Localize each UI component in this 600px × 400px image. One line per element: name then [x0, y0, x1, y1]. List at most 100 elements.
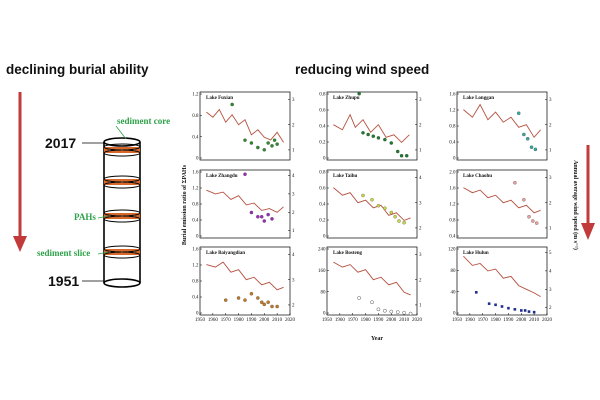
data-point [487, 302, 491, 305]
panel-frame [456, 91, 548, 161]
down-arrow-right-icon [581, 145, 595, 240]
data-point [474, 291, 478, 294]
y-left-tick-label: 1.2 [192, 187, 199, 192]
y-left-tick-label: 0.2 [319, 141, 326, 146]
data-point [516, 111, 521, 115]
x-tick-label: 1980 [234, 318, 245, 323]
y-right-tick-label: 4 [549, 269, 552, 274]
data-point [357, 91, 361, 96]
data-point [389, 141, 394, 145]
data-point [256, 215, 260, 219]
y-left-tick-label: 0 [196, 312, 199, 317]
data-point [249, 292, 254, 296]
chart-title-lake-bosteng: Lake Bosteng [333, 251, 363, 256]
y-left-tick-label: 0.4 [449, 141, 456, 146]
y-right-axis-title: Annual average wind speed (m s⁻¹) [572, 160, 579, 250]
y-left-tick-label: 0.8 [192, 203, 199, 208]
chart-title-lake-baiyangdian: Lake Baiyangdian [206, 251, 245, 256]
y-right-tick-label: 4 [292, 253, 295, 258]
wind-speed-line [463, 187, 541, 214]
data-point [519, 309, 523, 312]
x-tick-label: 1970 [478, 318, 489, 323]
y-right-tick-label: 2 [549, 201, 552, 206]
y-right-tick-label: 5 [549, 251, 552, 256]
x-tick-label: 2000 [516, 318, 527, 323]
data-point [402, 310, 406, 315]
data-point [376, 136, 381, 140]
y-right-tick-label: 2 [292, 211, 295, 216]
data-point [256, 296, 260, 300]
y-left-tick-label: 0 [196, 235, 199, 240]
data-point [383, 137, 387, 142]
data-point [259, 300, 264, 304]
wind-speed-line [333, 113, 410, 144]
y-left-tick-label: 160 [318, 269, 326, 274]
y-left-tick-label: 0 [323, 157, 326, 162]
data-point [230, 102, 234, 107]
y-left-tick-label: 0.4 [192, 135, 199, 140]
x-tick-label: 2020 [285, 318, 296, 323]
core-bands [104, 147, 140, 255]
y-left-tick-label: 0.8 [449, 219, 456, 224]
data-point [513, 308, 517, 311]
x-tick-label: 1990 [503, 318, 514, 323]
data-point [361, 193, 365, 198]
y-left-tick-label: 1.6 [449, 93, 456, 98]
x-tick-label: 2020 [542, 318, 553, 323]
y-left-tick-label: 80 [451, 269, 457, 274]
y-left-tick-label: 0 [453, 157, 456, 162]
y-left-tick-label: 0.4 [449, 235, 456, 240]
data-point [513, 181, 517, 185]
data-point [376, 203, 381, 208]
data-point [357, 296, 361, 300]
chart-panel-lake-bosteng: 240 160 80 0 3 2 1 1950 1960 1970 1980 1990 2000 2010… [318, 246, 423, 323]
panel-frame [199, 91, 291, 161]
data-point [243, 138, 247, 142]
y-right-tick-label: 3 [549, 288, 552, 293]
x-tick-label: 1980 [491, 318, 502, 323]
y-left-tick-label: 80 [321, 290, 327, 295]
data-point [256, 145, 260, 150]
chart-title-lake-fuxian: Lake Fuxian [206, 96, 233, 101]
data-point [534, 221, 539, 225]
data-point [494, 303, 497, 307]
x-tick-label: 1960 [465, 318, 476, 323]
y-left-tick-label: 0.8 [192, 280, 199, 285]
y-right-tick-label: 2 [419, 123, 422, 128]
wind-speed-line [463, 255, 541, 297]
chart-panel-lake-longgan: 1.6 1.2 0.8 0.4 0 3 2 1 Lake Longgan [449, 91, 552, 162]
data-point [236, 296, 241, 300]
year-2017: 2017 [45, 135, 76, 151]
x-tick-label: 1950 [195, 318, 206, 323]
y-left-tick-label: 0.4 [319, 125, 326, 130]
panel-frame [326, 246, 418, 316]
data-point [523, 309, 527, 312]
x-tick-label: 1960 [335, 318, 346, 323]
wind-speed-line [206, 261, 284, 291]
wind-speed-line [206, 189, 284, 213]
x-tick-label: 1950 [452, 318, 463, 323]
data-point [370, 198, 374, 202]
y-left-tick-label: 120 [448, 248, 456, 253]
x-tick-label: 2020 [412, 318, 423, 323]
data-point [262, 148, 267, 152]
data-point [275, 304, 279, 309]
y-left-tick-label: 0.6 [319, 187, 326, 192]
data-point [383, 206, 387, 210]
data-point [527, 310, 531, 313]
y-right-tick-label: 3 [419, 98, 422, 103]
y-left-tick-label: 0.8 [319, 171, 326, 176]
y-right-tick-label: 3 [549, 98, 552, 103]
data-point [389, 309, 394, 314]
y-left-tick-label: 0.8 [449, 125, 456, 130]
chart-title-lake-longgan: Lake Longgan [463, 96, 494, 101]
data-point [366, 132, 370, 137]
y-left-axis-title: Burial emission ratio of ΣPAHs [182, 164, 188, 245]
data-point [266, 300, 270, 304]
chart-title-lake-hulun: Lake Hulun [463, 251, 489, 256]
chart-panel-lake-zhupu: 0.8 0.6 0.4 0.2 0 3 2 1 Lake Zhupu [319, 91, 422, 162]
data-point [266, 141, 270, 145]
data-point [270, 144, 274, 148]
chart-title-lake-chaohu: Lake Chaohu [463, 174, 492, 179]
